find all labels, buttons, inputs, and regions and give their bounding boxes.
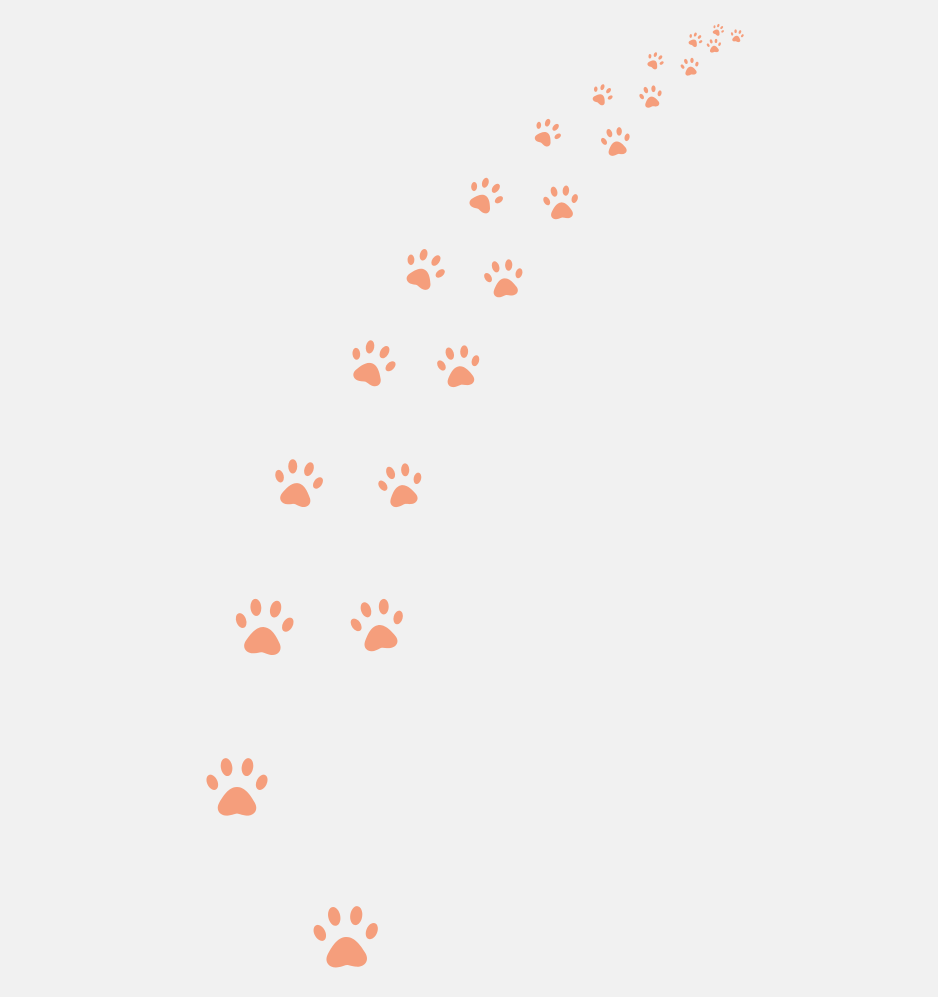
paw-print-icon xyxy=(528,113,567,151)
paw-print-icon xyxy=(540,183,581,221)
paw-print-icon xyxy=(204,757,270,816)
paw-print-icon xyxy=(310,904,382,969)
paw-print-icon xyxy=(373,459,429,511)
paw-print-icon xyxy=(643,49,667,73)
paw-print-icon xyxy=(345,594,411,655)
paw-print-icon xyxy=(705,38,723,54)
paw-print-icon xyxy=(433,342,485,390)
paw-print-icon xyxy=(637,83,665,110)
paw-print-icon xyxy=(461,171,510,219)
paw-print-icon xyxy=(729,28,745,43)
paw-print-icon xyxy=(709,21,727,38)
paw-print-icon xyxy=(685,30,706,50)
paw-print-icon xyxy=(598,124,634,158)
paw-print-icon xyxy=(342,334,403,392)
paw-print-icon xyxy=(396,242,452,296)
paw-print-icon xyxy=(587,80,617,109)
paw-print-icon xyxy=(480,256,527,300)
paw-print-icon xyxy=(268,455,328,511)
paw-print-icon xyxy=(678,56,701,77)
paw-print-icon xyxy=(230,596,298,657)
